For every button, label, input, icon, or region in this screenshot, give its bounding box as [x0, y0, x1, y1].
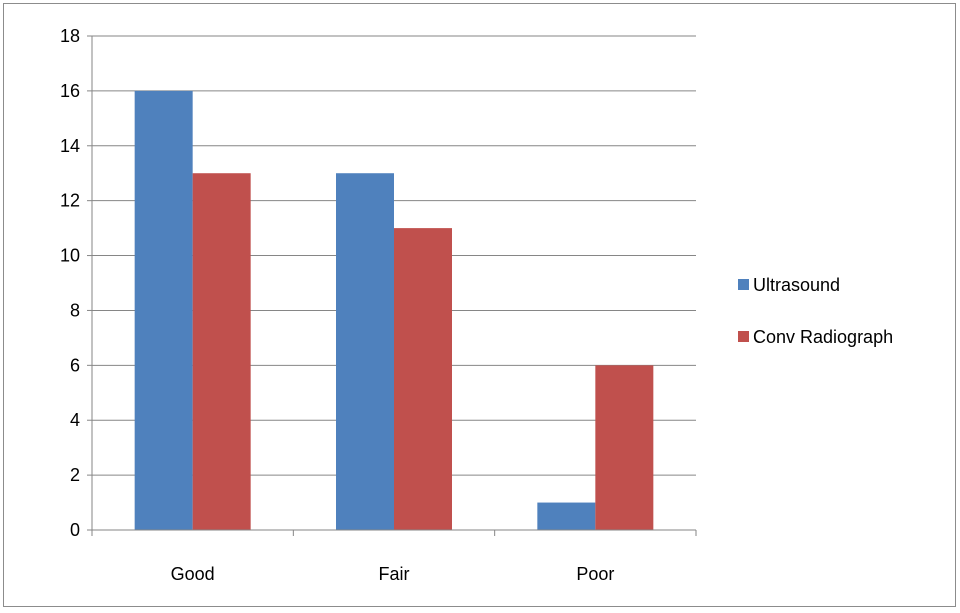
bar-chart: 0 2 4 6 8 10 12 14 16 18 Good Fair Poor Ultrasound C…	[60, 26, 893, 584]
y-tick-label: 10	[60, 246, 80, 266]
legend: Ultrasound Conv Radiograph	[738, 275, 893, 347]
y-tick-label: 6	[70, 355, 80, 375]
chart-frame: 0 2 4 6 8 10 12 14 16 18 Good Fair Poor Ultrasound C…	[3, 3, 956, 607]
x-tick-label: Fair	[379, 564, 410, 584]
y-tick-label: 12	[60, 191, 80, 211]
y-tick-label: 14	[60, 136, 80, 156]
x-tick-label: Good	[171, 564, 215, 584]
legend-swatch	[738, 331, 749, 342]
bar-ultrasound-fair	[336, 173, 394, 530]
bar-ultrasound-poor	[537, 502, 596, 530]
bar-conv-radiograph-poor	[595, 365, 654, 530]
legend-swatch	[738, 279, 749, 290]
axes	[87, 35, 697, 536]
bar-conv-radiograph-good	[192, 173, 251, 530]
y-tick-label: 8	[70, 300, 80, 320]
legend-label: Conv Radiograph	[753, 327, 893, 347]
x-tick-label: Poor	[576, 564, 614, 584]
bar-ultrasound-good	[134, 90, 193, 530]
x-axis-tick-labels: Good Fair Poor	[171, 564, 615, 584]
y-tick-label: 16	[60, 81, 80, 101]
y-tick-label: 2	[70, 465, 80, 485]
bar-conv-radiograph-fair	[394, 228, 452, 530]
y-tick-label: 4	[70, 410, 80, 430]
y-tick-label: 18	[60, 26, 80, 46]
y-tick-label: 0	[70, 520, 80, 540]
legend-label: Ultrasound	[753, 275, 840, 295]
y-axis-tick-labels: 0 2 4 6 8 10 12 14 16 18	[60, 26, 80, 540]
bars	[134, 90, 654, 530]
